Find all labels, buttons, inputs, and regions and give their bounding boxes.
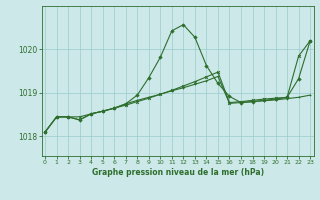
X-axis label: Graphe pression niveau de la mer (hPa): Graphe pression niveau de la mer (hPa) (92, 168, 264, 177)
